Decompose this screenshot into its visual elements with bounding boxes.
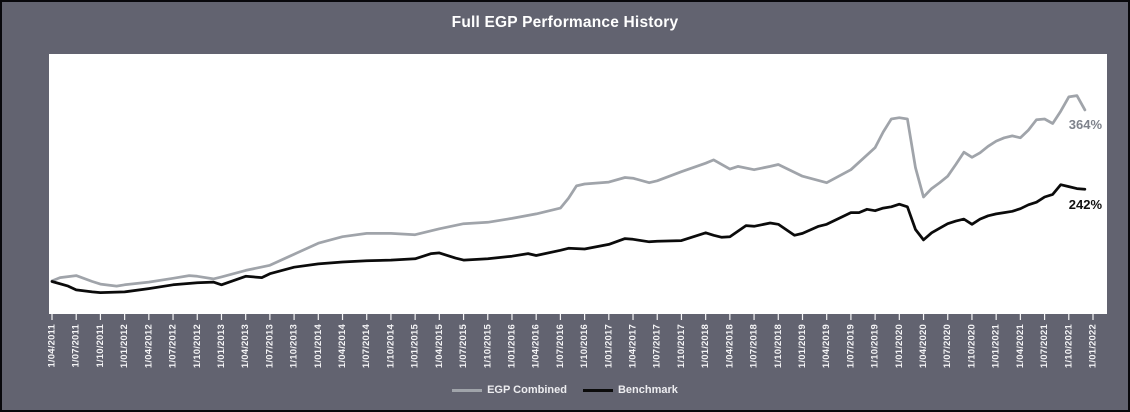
x-axis-label: 1/10/2018 <box>773 324 784 368</box>
x-axis-label: 1/07/2018 <box>749 324 760 368</box>
x-axis-label: 1/01/2013 <box>216 324 227 368</box>
plot-area <box>49 54 1107 314</box>
x-axis-label: 1/04/2017 <box>628 324 639 368</box>
x-axis-label: 1/10/2013 <box>289 324 300 368</box>
x-axis-label: 1/07/2016 <box>555 324 566 368</box>
x-axis-label: 1/04/2016 <box>531 324 542 368</box>
legend-label-egp-combined: EGP Combined <box>487 384 567 396</box>
x-axis-label: 1/01/2012 <box>119 324 130 368</box>
x-axis-label: 1/01/2016 <box>506 324 517 368</box>
x-axis-label: 1/04/2015 <box>434 323 445 368</box>
x-axis-label: 1/01/2017 <box>603 324 614 368</box>
x-axis-label: 1/10/2014 <box>385 323 396 368</box>
x-axis-label: 1/10/2021 <box>1063 323 1074 368</box>
x-axis-label: 1/07/2019 <box>845 324 856 368</box>
benchmark-value-label: 242% <box>1069 197 1103 212</box>
x-axis-label: 1/07/2017 <box>652 324 663 368</box>
x-axis-label: 1/01/2019 <box>797 324 808 368</box>
x-axis-label: 1/04/2012 <box>143 324 154 368</box>
egp-combined-line-swatch <box>452 388 483 392</box>
x-axis-label: 1/04/2020 <box>918 324 929 368</box>
legend-item-benchmark: Benchmark <box>582 384 678 396</box>
x-axis-label: 1/07/2020 <box>942 324 953 368</box>
chart-legend: EGP Combined Benchmark <box>2 380 1128 400</box>
x-axis-label: 1/07/2012 <box>168 324 179 368</box>
x-axis-label: 1/10/2012 <box>192 324 203 368</box>
benchmark-line <box>50 183 1087 294</box>
x-axis-label: 1/04/2021 <box>1015 323 1026 368</box>
x-axis-label: 1/01/2014 <box>313 323 324 368</box>
x-axis-label: 1/10/2015 <box>482 323 493 368</box>
x-axis-label: 1/01/2021 <box>991 323 1002 368</box>
x-axis-label: 1/01/2020 <box>894 324 905 368</box>
x-axis-label: 1/01/2015 <box>410 323 421 368</box>
benchmark-line-swatch <box>582 388 613 392</box>
x-axis-label: 1/10/2017 <box>676 324 687 368</box>
x-axis-label: 1/10/2020 <box>966 324 977 368</box>
x-axis-label: 1/10/2016 <box>579 324 590 368</box>
x-axis-label: 1/01/2022 <box>1088 324 1099 368</box>
x-axis-label: 1/07/2013 <box>264 324 275 368</box>
legend-label-benchmark: Benchmark <box>617 384 678 396</box>
legend-item-egp-combined: EGP Combined <box>452 384 567 396</box>
x-axis-label: 1/01/2018 <box>700 324 711 368</box>
x-axis-label: 1/07/2021 <box>1039 323 1050 368</box>
x-axis-label: 1/04/2019 <box>821 324 832 368</box>
chart-title: Full EGP Performance History <box>451 14 679 31</box>
x-axis-label: 1/07/2014 <box>361 323 372 368</box>
x-axis-label: 1/04/2011 <box>47 323 58 367</box>
x-axis-label: 1/10/2019 <box>870 324 881 368</box>
x-axis-label: 1/04/2014 <box>337 323 348 368</box>
x-axis-label: 1/10/2011 <box>95 323 106 367</box>
egp-combined-value-label: 364% <box>1069 117 1103 132</box>
x-axis-label: 1/04/2013 <box>240 324 251 368</box>
egp-combined-line <box>50 94 1087 288</box>
x-axis-label: 1/07/2011 <box>71 323 82 367</box>
x-axis-label: 1/04/2018 <box>724 324 735 368</box>
x-axis-label: 1/07/2015 <box>458 323 469 368</box>
